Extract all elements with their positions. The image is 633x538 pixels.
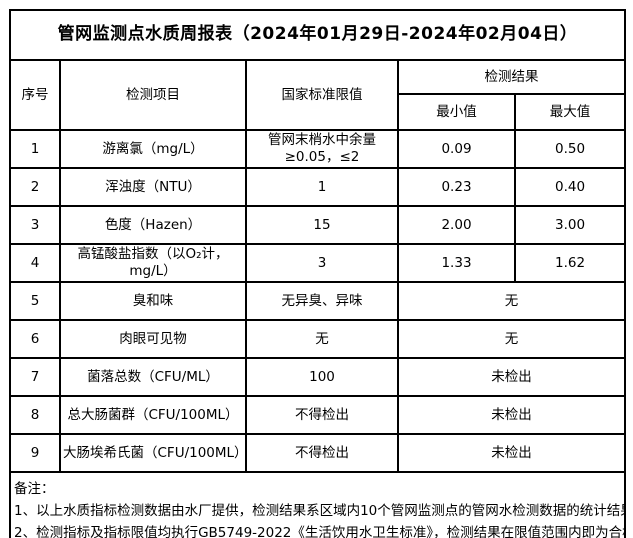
cell-index: 2 (9, 167, 61, 207)
cell-item: 大肠埃希氏菌（CFU/100ML） (59, 433, 247, 473)
table-row-9: 9 大肠埃希氏菌（CFU/100ML） 不得检出 未检出 (9, 433, 627, 473)
column-header-standard: 国家标准限值 (245, 59, 399, 131)
table-row-6: 6 肉眼可见物 无 无 (9, 319, 627, 359)
table-row-8: 8 总大肠菌群（CFU/100ML） 不得检出 未检出 (9, 395, 627, 435)
cell-min: 0.23 (397, 167, 516, 207)
column-header-min: 最小值 (397, 93, 516, 131)
header-row-top: 序号 检测项目 国家标准限值 检测结果 (9, 59, 627, 131)
cell-min: 2.00 (397, 205, 516, 245)
cell-item: 色度（Hazen） (59, 205, 247, 245)
table-row-5: 5 臭和味 无异臭、异味 无 (9, 281, 627, 321)
cell-item: 高锰酸盐指数（以O₂计，mg/L） (59, 243, 247, 283)
cell-index: 3 (9, 205, 61, 245)
cell-index: 7 (9, 357, 61, 397)
cell-max: 0.50 (513, 129, 627, 169)
notes-row: 备注： 1、以上水质指标检测数据由水厂提供，检测结果系区域内10个管网监测点的管… (8, 471, 627, 538)
column-header-item: 检测项目 (59, 59, 247, 131)
cell-standard: 管网末梢水中余量≥0.05，≤2 (245, 129, 399, 169)
cell-index: 4 (9, 243, 61, 283)
cell-standard: 无异臭、异味 (245, 281, 399, 321)
cell-index: 1 (9, 129, 61, 169)
table-row-3: 3 色度（Hazen） 15 2.00 3.00 (9, 205, 627, 245)
table-title: 管网监测点水质周报表（2024年01月29日-2024年02月04日） (8, 9, 627, 61)
column-header-index: 序号 (9, 59, 61, 131)
cell-item: 臭和味 (59, 281, 247, 321)
title-row: 管网监测点水质周报表（2024年01月29日-2024年02月04日） (8, 9, 627, 61)
cell-result-merged: 无 (396, 281, 627, 321)
table-row-2: 2 浑浊度（NTU） 1 0.23 0.40 (9, 167, 627, 207)
cell-result-merged: 未检出 (396, 433, 627, 473)
table-row-4: 4 高锰酸盐指数（以O₂计，mg/L） 3 1.33 1.62 (9, 243, 627, 283)
cell-max: 3.00 (513, 205, 627, 245)
cell-result-merged: 无 (396, 319, 627, 359)
cell-min: 1.33 (397, 243, 516, 283)
table-row-7: 7 菌落总数（CFU/ML） 100 未检出 (9, 357, 627, 397)
cell-index: 9 (9, 433, 61, 473)
cell-max: 0.40 (513, 167, 627, 207)
cell-standard: 不得检出 (245, 433, 399, 473)
cell-item: 肉眼可见物 (59, 319, 247, 359)
notes-label: 备注： (14, 481, 55, 497)
cell-standard: 3 (245, 243, 399, 283)
cell-item: 总大肠菌群（CFU/100ML） (59, 395, 247, 435)
cell-max: 1.62 (513, 243, 627, 283)
notes-cell: 备注： 1、以上水质指标检测数据由水厂提供，检测结果系区域内10个管网监测点的管… (8, 471, 627, 538)
cell-standard: 无 (245, 319, 399, 359)
cell-standard: 不得检出 (245, 395, 399, 435)
note-line-1: 1、以上水质指标检测数据由水厂提供，检测结果系区域内10个管网监测点的管网水检测… (14, 503, 626, 519)
cell-item: 浑浊度（NTU） (59, 167, 247, 207)
cell-standard: 100 (245, 357, 399, 397)
water-quality-weekly-table: 管网监测点水质周报表（2024年01月29日-2024年02月04日） 序号 检… (8, 9, 627, 538)
cell-index: 8 (9, 395, 61, 435)
cell-standard: 1 (245, 167, 399, 207)
column-header-max: 最大值 (513, 93, 627, 131)
cell-standard: 15 (245, 205, 399, 245)
cell-item: 菌落总数（CFU/ML） (59, 357, 247, 397)
cell-index: 5 (9, 281, 61, 321)
table-row-1: 1 游离氯（mg/L） 管网末梢水中余量≥0.05，≤2 0.09 0.50 (9, 129, 627, 169)
cell-result-merged: 未检出 (396, 357, 627, 397)
cell-min: 0.09 (397, 129, 516, 169)
cell-index: 6 (9, 319, 61, 359)
note-line-2: 2、检测指标及指标限值均执行GB5749-2022《生活饮用水卫生标准》，检测结… (14, 525, 626, 538)
cell-result-merged: 未检出 (396, 395, 627, 435)
column-header-result: 检测结果 (396, 59, 627, 95)
cell-item: 游离氯（mg/L） (59, 129, 247, 169)
header-row-bottom: 最小值 最大值 (10, 93, 627, 131)
